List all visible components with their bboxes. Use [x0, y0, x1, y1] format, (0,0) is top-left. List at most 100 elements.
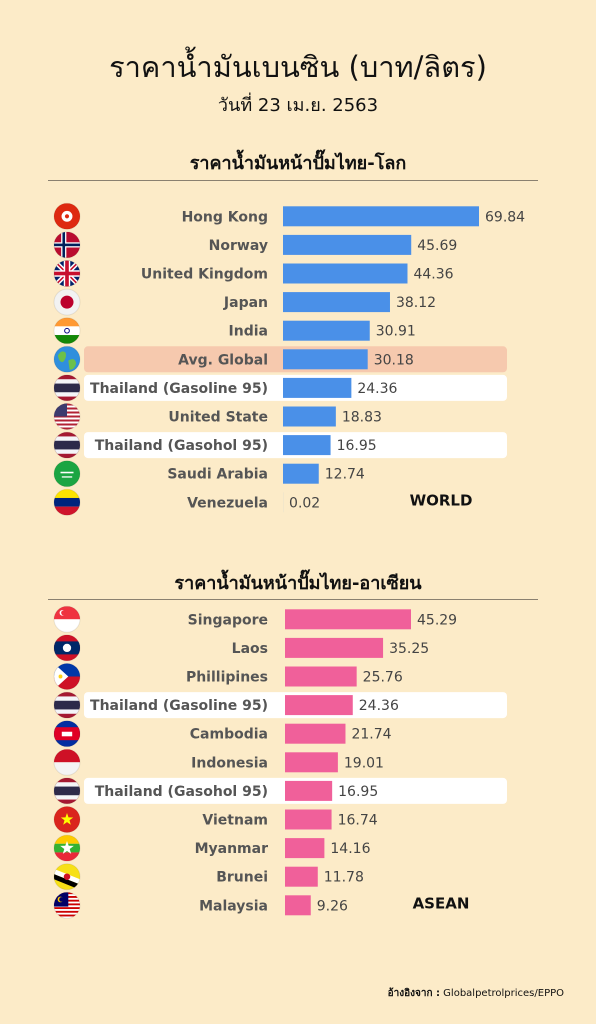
uk-flag-icon: [53, 260, 81, 287]
value-label: 45.69: [417, 238, 457, 254]
page-date: วันที่ 23 เม.ย. 2563: [217, 95, 379, 116]
thailand-flag-icon: [53, 691, 81, 719]
source-text: Globalpetrolprices/EPPO: [443, 988, 564, 999]
category-label: Malaysia: [199, 898, 268, 914]
bar: [283, 234, 412, 255]
value-label: 30.18: [374, 352, 414, 368]
usa-flag-icon: [53, 403, 81, 430]
singapore-flag-icon: [53, 605, 81, 633]
bar: [283, 263, 408, 284]
value-label: 38.12: [396, 295, 436, 311]
value-label: 25.76: [363, 670, 403, 686]
thailand-flag-icon: [53, 374, 81, 402]
category-label: Hong Kong: [182, 209, 268, 225]
region-tag: WORLD: [410, 491, 473, 509]
category-label: Indonesia: [191, 755, 268, 771]
bar: [283, 320, 370, 341]
saudi-arabia-flag-icon: [53, 460, 81, 488]
vietnam-flag-icon: [53, 806, 81, 833]
category-label: Phillipines: [186, 670, 268, 686]
thailand-flag-icon: [53, 431, 81, 459]
value-label: 16.95: [337, 438, 377, 454]
bar: [285, 695, 353, 716]
value-label: 24.36: [357, 381, 397, 397]
category-label: Laos: [232, 641, 268, 657]
category-label: Thailand (Gasohol 95): [95, 784, 268, 800]
world-price-chart: Hong Kong 69.84 Norway 45.69 United Kingdom 4…: [53, 202, 525, 516]
japan-flag-icon: [53, 288, 81, 316]
category-label: Japan: [223, 295, 268, 311]
value-label: 35.25: [389, 641, 429, 657]
value-label: 19.01: [344, 755, 384, 771]
bar: [285, 609, 411, 630]
category-label: Saudi Arabia: [167, 467, 268, 483]
category-label: Thailand (Gasohol 95): [95, 438, 268, 454]
bar: [285, 780, 333, 801]
category-label: Brunei: [216, 870, 268, 886]
category-label: Vietnam: [202, 813, 268, 829]
category-label: Thailand (Gasoline 95): [90, 381, 268, 397]
world-section-title: ราคาน้ำมันหน้าปั๊มไทย-โลก: [189, 153, 407, 174]
bar: [285, 838, 325, 859]
category-label: United Kingdom: [141, 267, 268, 283]
philippines-flag-icon: [53, 663, 81, 690]
hong-kong-flag-icon: [53, 202, 81, 230]
laos-flag-icon: [53, 634, 81, 662]
source-label: อ้างอิงจาก :: [387, 988, 440, 999]
category-label: Singapore: [188, 612, 268, 628]
value-label: 21.74: [351, 727, 391, 743]
value-label: 9.26: [317, 898, 348, 914]
world-divider: [48, 180, 538, 181]
source-credit: อ้างอิงจาก : Globalpetrolprices/EPPO: [388, 986, 564, 1001]
bar: [285, 666, 357, 687]
brunei-flag-icon: [53, 863, 81, 891]
bar: [283, 292, 390, 313]
value-label: 18.83: [342, 410, 382, 426]
bar: [283, 406, 336, 427]
india-flag-icon: [53, 317, 81, 345]
bar: [285, 895, 311, 916]
value-label: 11.78: [324, 870, 364, 886]
value-label: 24.36: [359, 698, 399, 714]
asean-price-chart: Singapore 45.29 Laos 35.25 Phillipines 25.76 T…: [53, 605, 507, 919]
category-label: Venezuela: [187, 495, 268, 511]
asean-divider: [48, 599, 538, 600]
malaysia-flag-icon: [53, 891, 81, 919]
value-label: 69.84: [485, 209, 525, 225]
category-label: United State: [168, 410, 268, 426]
category-label: Myanmar: [195, 841, 269, 857]
category-label: Cambodia: [190, 727, 268, 743]
value-label: 16.74: [338, 813, 378, 829]
bar: [283, 463, 319, 484]
category-label: Norway: [209, 238, 268, 254]
category-label: Thailand (Gasoline 95): [90, 698, 268, 714]
thailand-flag-icon: [53, 777, 81, 805]
value-label: 0.02: [289, 495, 320, 511]
bar: [285, 866, 318, 887]
indonesia-flag-icon: [53, 748, 81, 776]
bar: [285, 752, 338, 773]
venezuela-flag-icon: [53, 488, 81, 516]
value-label: 14.16: [330, 841, 370, 857]
bar: [283, 206, 479, 227]
asean-section-title: ราคาน้ำมันหน้าปั๊มไทย-อาเซียน: [174, 573, 422, 594]
bar: [285, 637, 384, 658]
bar: [283, 377, 352, 398]
globe-icon: [53, 345, 81, 373]
bar: [285, 723, 346, 744]
value-label: 16.95: [338, 784, 378, 800]
category-label: Avg. Global: [178, 352, 268, 368]
page-title: ราคาน้ำมันเบนซิน (บาท/ลิตร): [109, 50, 487, 84]
category-label: India: [229, 324, 268, 340]
value-label: 45.29: [417, 612, 457, 628]
bar: [283, 435, 331, 456]
norway-flag-icon: [53, 231, 81, 259]
value-label: 12.74: [325, 467, 365, 483]
bar: [283, 349, 368, 370]
bar: [285, 809, 332, 830]
cambodia-flag-icon: [53, 720, 81, 748]
myanmar-flag-icon: [53, 834, 81, 862]
value-label: 30.91: [376, 324, 416, 340]
value-label: 44.36: [413, 267, 453, 283]
region-tag: ASEAN: [413, 894, 470, 912]
